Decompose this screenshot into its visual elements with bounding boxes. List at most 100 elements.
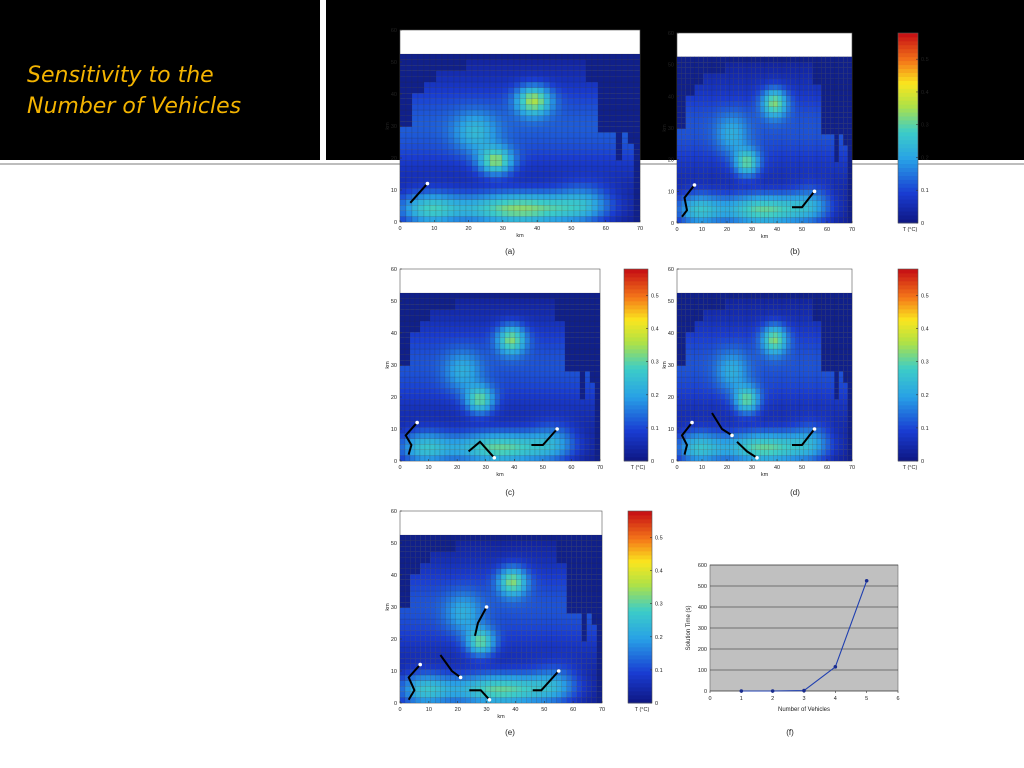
heatmap-cell (564, 416, 571, 422)
heatmap-cell (825, 189, 831, 196)
heatmap-cell (454, 388, 461, 394)
heatmap-cell (760, 427, 765, 434)
heatmap-cell (690, 84, 695, 91)
heatmap-cell (549, 98, 557, 105)
heatmap-cell (707, 438, 713, 445)
heatmap-cell (676, 84, 682, 91)
heatmap-cell (591, 199, 599, 206)
heatmap-cell (703, 421, 708, 428)
heatmap-cell (409, 332, 416, 338)
heatmap-cell (808, 62, 813, 68)
heatmap-cell (495, 143, 503, 150)
heatmap-cell (720, 128, 726, 135)
heatmap-cell (825, 128, 831, 135)
heatmap-cell (825, 217, 831, 224)
vehicle-path (531, 428, 558, 446)
x-tick-label: 30 (749, 227, 755, 233)
heatmap-cell (444, 427, 451, 434)
heatmap-cell (803, 371, 809, 378)
heatmap-cell (404, 455, 411, 462)
heatmap-cell (569, 343, 576, 350)
heatmap-cell (574, 298, 581, 305)
heatmap-cell (781, 206, 787, 213)
heatmap-cell (694, 161, 700, 168)
heatmap-cell (768, 217, 774, 224)
heatmap-cell (435, 132, 443, 139)
heatmap-cell (417, 81, 425, 88)
heatmap-cell (725, 117, 730, 124)
heatmap-cell (733, 382, 739, 389)
heatmap-cell (504, 332, 511, 338)
heatmap-cell (584, 292, 591, 299)
heatmap-cell (539, 449, 546, 456)
heatmap-cell (760, 343, 765, 350)
y-tick-label: 40 (391, 92, 397, 98)
heatmap-cell (585, 137, 593, 144)
heatmap-cell (444, 410, 451, 417)
heatmap-cell (417, 109, 425, 116)
heatmap-cell (676, 62, 682, 68)
heatmap-cell (495, 149, 503, 155)
heatmap-cell (573, 193, 581, 200)
heatmap-cell (627, 182, 635, 189)
heatmap-cell (816, 178, 822, 185)
heatmap-cell (751, 134, 756, 140)
heatmap-cell (760, 410, 765, 417)
heatmap-cell (591, 65, 599, 71)
heatmap-cell (703, 348, 708, 355)
heatmap-cell (399, 298, 406, 305)
heatmap-cell (768, 354, 774, 361)
heatmap-cell (494, 404, 501, 411)
heatmap-cell (812, 173, 818, 179)
heatmap-cell (459, 109, 467, 116)
heatmap-cell (742, 184, 748, 190)
heatmap-cell (459, 354, 466, 361)
heatmap-cell (465, 149, 473, 155)
heatmap-cell (544, 455, 551, 462)
heatmap-cell (768, 200, 774, 207)
heatmap-cell (720, 200, 726, 207)
heatmap-cell (471, 87, 479, 94)
heatmap-cell (781, 360, 787, 366)
heatmap-cell (594, 320, 601, 327)
heatmap-cell (733, 292, 739, 299)
header-left-panel (0, 0, 320, 160)
heatmap-cell (755, 67, 761, 74)
heatmap-cell (751, 309, 756, 316)
heatmap-cell (816, 410, 822, 417)
heatmap-cell (489, 292, 496, 299)
heatmap-cell (681, 150, 686, 157)
heatmap-cell (755, 200, 761, 207)
heatmap-cell (544, 382, 551, 389)
heatmap-cell (569, 348, 576, 355)
heatmap-cell (768, 134, 774, 140)
heatmap-cell (690, 388, 695, 394)
heatmap-cell (603, 210, 611, 217)
heatmap-cell (803, 421, 809, 428)
heatmap-cell (847, 211, 853, 218)
heatmap-cell (716, 62, 721, 68)
heatmap-cell (459, 455, 466, 462)
heatmap-cell (555, 188, 563, 195)
heatmap-cell (499, 404, 506, 411)
heatmap-cell (773, 432, 778, 439)
heatmap-cell (716, 112, 721, 118)
heatmap-cell (615, 216, 623, 223)
heatmap-cell (725, 178, 730, 185)
heatmap-cell (434, 382, 441, 389)
heatmap-cell (720, 371, 726, 378)
heatmap-cell (821, 455, 826, 462)
heatmap-cell (529, 337, 536, 344)
heatmap-cell (404, 332, 411, 338)
heatmap-cell (816, 206, 822, 213)
heatmap-cell (786, 432, 791, 439)
heatmap-cell (694, 67, 700, 74)
heatmap-cell (543, 182, 551, 189)
heatmap-cell (584, 298, 591, 305)
heatmap-cell (514, 388, 521, 394)
heatmap-cell (803, 123, 809, 129)
heatmap-cell (685, 371, 691, 378)
heatmap-cell (733, 128, 739, 135)
heatmap-cell (698, 455, 704, 462)
heatmap-cell (519, 320, 526, 327)
